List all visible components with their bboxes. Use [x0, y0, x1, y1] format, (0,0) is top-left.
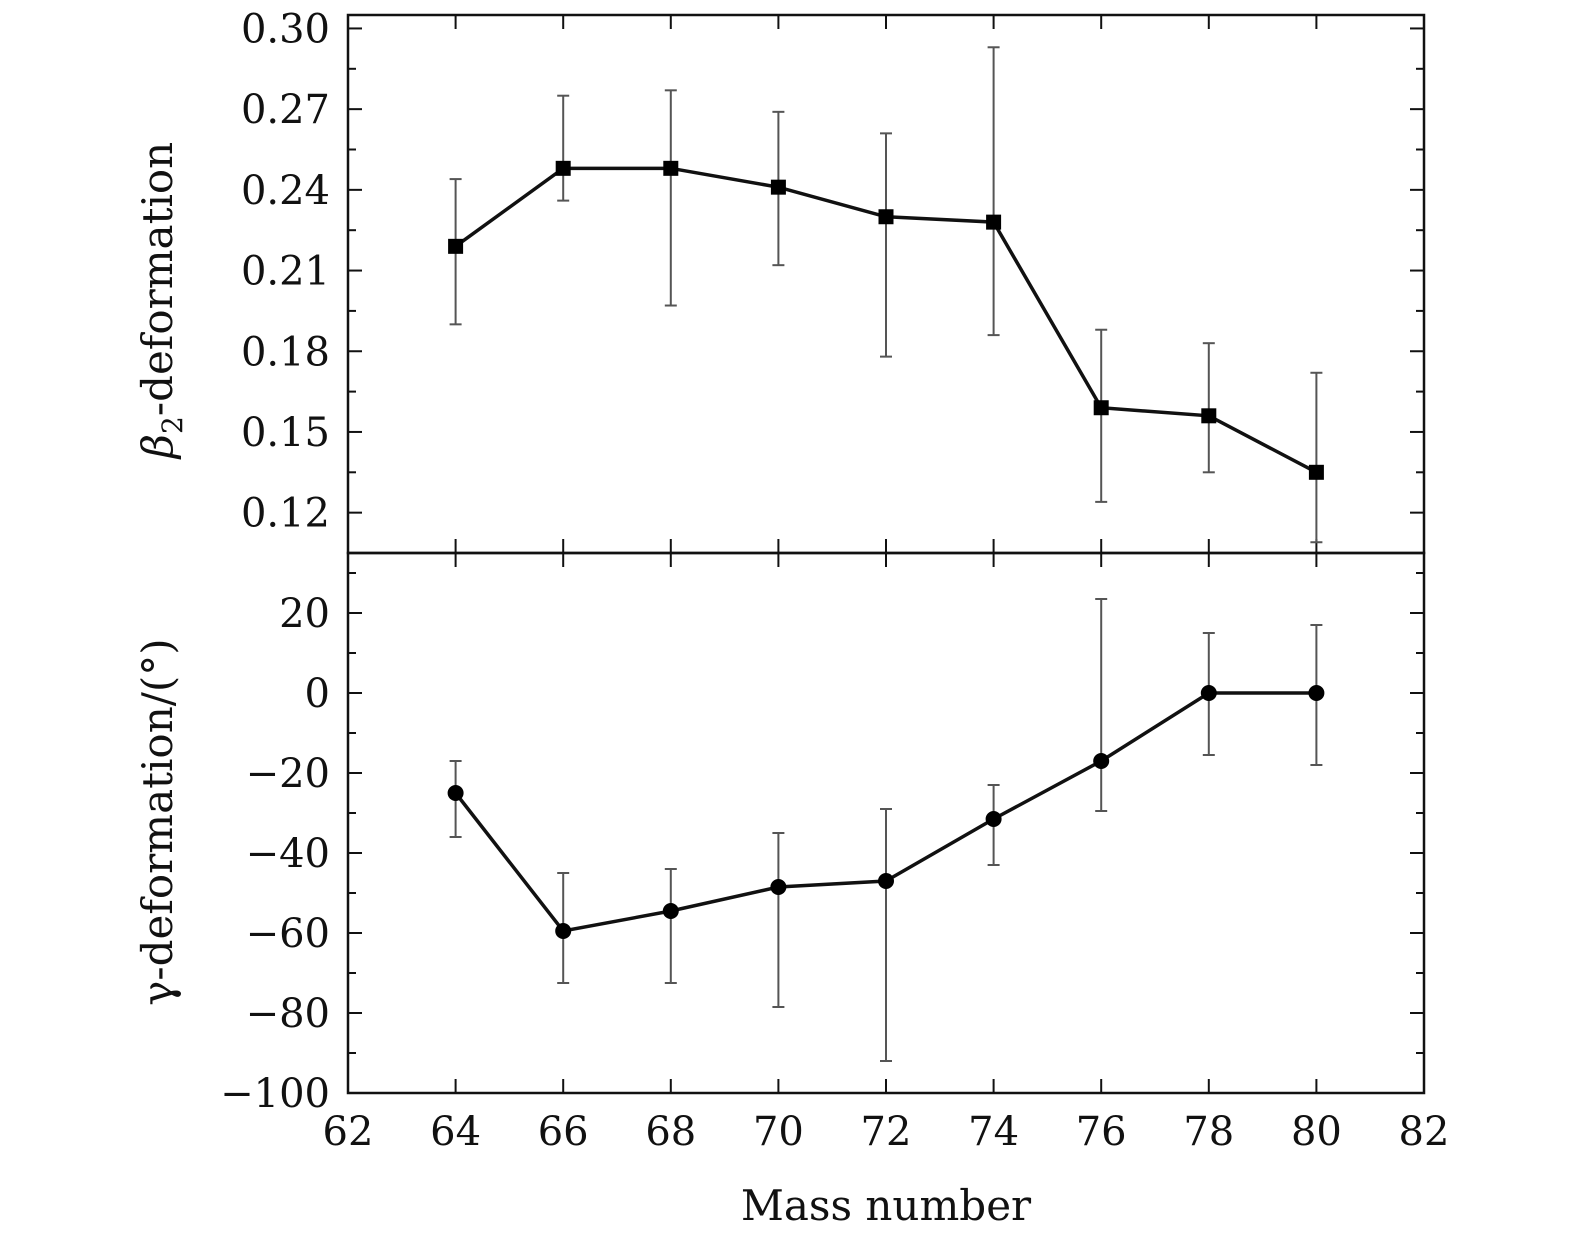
- x-tick-label: 66: [538, 1109, 589, 1155]
- gamma-data-point: [985, 811, 1002, 827]
- gamma-data-point: [1308, 685, 1325, 701]
- beta-deformation-panel: 0.12 0.15 0.18 0.21 0.24 0.27 0.30: [241, 6, 1426, 555]
- axis-labels: β2-deformation γ-deformation/(°) Mass nu…: [133, 142, 1032, 1230]
- x-tick-label: 80: [1291, 1109, 1342, 1155]
- gamma-data-point: [555, 923, 572, 939]
- beta-data-point: [1308, 464, 1324, 480]
- x-tick-label: 68: [645, 1109, 696, 1155]
- gamma-y-tick-label: −60: [246, 911, 330, 957]
- x-tick-label: 82: [1399, 1109, 1450, 1155]
- beta-y-tick-label: 0.12: [241, 491, 330, 537]
- gamma-y-tick-label: −40: [246, 831, 330, 877]
- beta-data-point: [878, 209, 894, 225]
- x-tick-label: 76: [1076, 1109, 1127, 1155]
- gamma-y-tick-label: −80: [246, 991, 330, 1037]
- gamma-data-point: [447, 785, 464, 801]
- x-tick-label: 72: [861, 1109, 912, 1155]
- beta-y-tick-label: 0.21: [241, 249, 330, 295]
- gamma-y-tick-label: −100: [220, 1071, 330, 1117]
- gamma-data-point: [1200, 685, 1217, 701]
- beta-y-tick-label: 0.15: [241, 410, 330, 456]
- beta-y-tick-label: 0.27: [241, 87, 330, 133]
- gamma-y-tick-label: 0: [305, 671, 330, 717]
- beta-data-point: [1093, 400, 1109, 416]
- beta-y-tick-label: 0.18: [241, 329, 330, 375]
- y-axis-label-beta: β2-deformation: [133, 142, 189, 460]
- gamma-deformation-panel: −100 −80 −60 −40 −20 0 20 62 64 66 68 70 72 74 76 78 80 8…: [220, 551, 1450, 1155]
- x-tick-label: 62: [323, 1109, 374, 1155]
- beta-y-tick-label: 0.30: [241, 6, 330, 52]
- beta-data-point: [1201, 408, 1217, 424]
- ylabel-beta-text: -deformation: [133, 142, 182, 416]
- gamma-data-point: [1093, 753, 1110, 769]
- beta-data-point: [663, 160, 679, 176]
- x-tick-label: 74: [968, 1109, 1019, 1155]
- x-tick-label: 78: [1183, 1109, 1234, 1155]
- gamma-y-tick-label: 20: [279, 591, 330, 637]
- beta-data-point: [448, 238, 464, 254]
- ylabel-beta-subscript: 2: [156, 416, 189, 434]
- y-axis-label-gamma: γ-deformation/(°): [133, 638, 182, 1005]
- x-tick-label: 64: [430, 1109, 481, 1155]
- gamma-data-point: [878, 873, 894, 889]
- ylabel-beta-symbol: β: [133, 434, 182, 460]
- beta-y-tick-label: 0.24: [241, 168, 330, 214]
- gamma-data-point: [662, 903, 679, 919]
- beta-data-point: [986, 214, 1002, 230]
- gamma-y-tick-label: −20: [246, 751, 330, 797]
- x-tick-label: 70: [753, 1109, 804, 1155]
- x-axis-label: Mass number: [741, 1181, 1032, 1230]
- beta-data-point: [555, 160, 571, 176]
- beta-data-point: [770, 179, 786, 195]
- gamma-data-point: [770, 879, 787, 895]
